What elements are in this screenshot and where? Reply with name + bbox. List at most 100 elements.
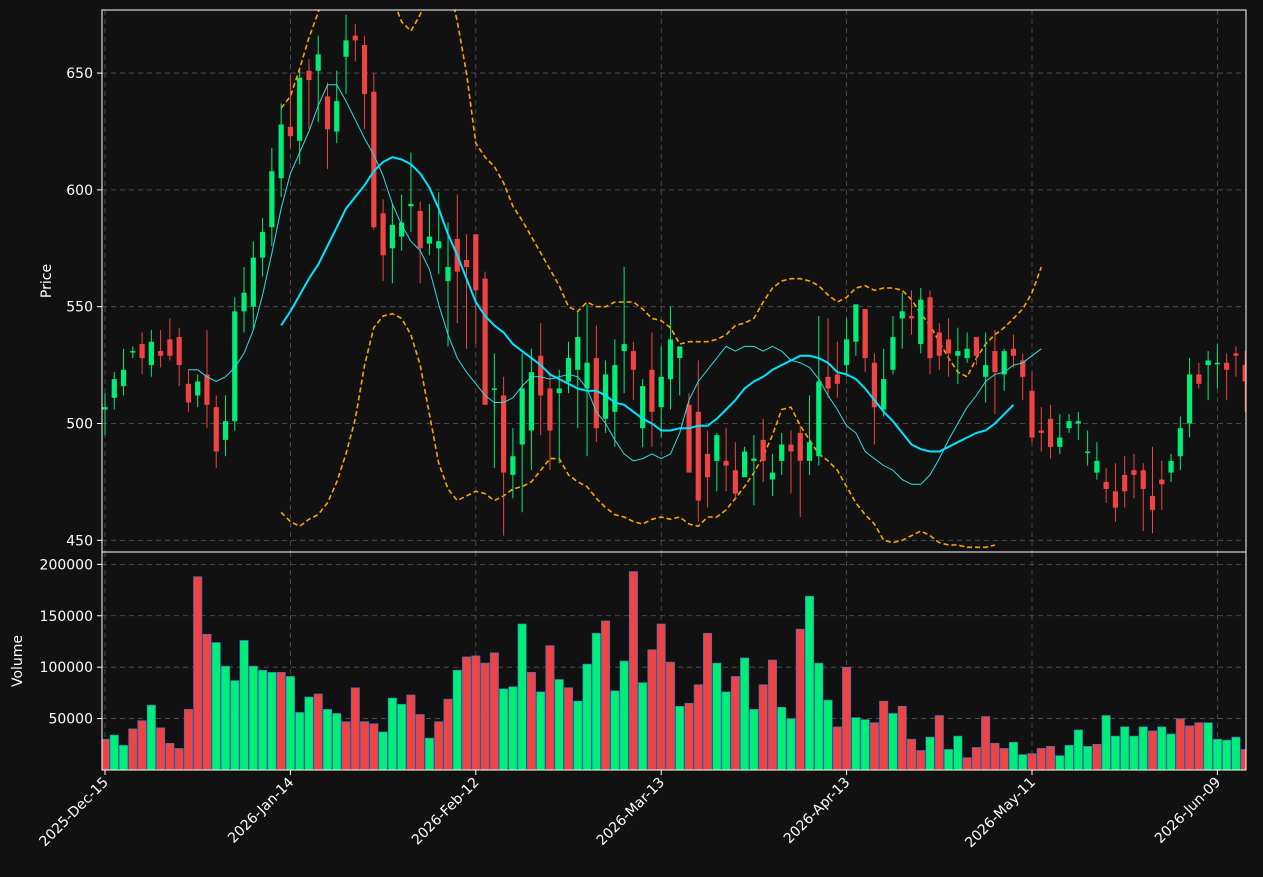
candle-body [769, 472, 776, 480]
volume-axis-label: Volume [10, 635, 26, 687]
candle-body [612, 365, 618, 412]
volume-bar [183, 709, 193, 770]
candle-body [936, 332, 942, 356]
volume-bar [860, 719, 870, 770]
volume-bar [1055, 755, 1065, 770]
candle-body [760, 439, 766, 461]
candle-body [519, 388, 525, 445]
volume-bar [137, 720, 147, 770]
volume-bar [981, 716, 991, 770]
candle-body [278, 124, 284, 179]
candle-body [232, 311, 238, 422]
candle-body [1149, 495, 1156, 510]
volume-bar [443, 698, 453, 770]
candle-body [621, 344, 627, 352]
volume-bar [1046, 746, 1056, 770]
volume-bar [647, 649, 657, 770]
candle-body [1020, 360, 1026, 377]
volume-bar [174, 748, 184, 770]
candle-body [380, 213, 386, 256]
candle-body [806, 442, 813, 461]
candle-body [853, 304, 859, 342]
price-series [102, 10, 1246, 549]
candle-body [983, 365, 989, 377]
volume-bar [786, 718, 796, 770]
candle-body [1057, 437, 1063, 447]
candle-body [816, 381, 822, 457]
candle-body [593, 358, 599, 429]
volume-bar [1138, 726, 1148, 770]
candle-body [1001, 351, 1007, 375]
candle-body [1029, 390, 1035, 438]
volume-bar [499, 688, 509, 770]
volume-bar [638, 682, 648, 770]
volume-bars [102, 571, 1246, 770]
volume-bar [313, 693, 323, 770]
volume-bar [471, 655, 481, 770]
volume-bar [721, 691, 731, 770]
volume-ytick-label: 100000 [40, 660, 93, 676]
candle-body [445, 266, 451, 281]
moving-average-short [188, 84, 1042, 485]
volume-bar [554, 679, 564, 770]
candle-body [973, 337, 979, 356]
volume-bar [211, 642, 221, 770]
candle-body [167, 339, 173, 356]
volume-bar [109, 734, 119, 770]
candle-body [1010, 348, 1017, 356]
candle-body [565, 358, 572, 382]
volume-bar [1166, 733, 1176, 770]
candle-body [927, 297, 933, 359]
volume-bar [1222, 739, 1232, 770]
candle-body [1140, 470, 1146, 489]
volume-bar [971, 747, 981, 770]
volume-ytick-label: 50000 [48, 712, 93, 728]
volume-bar [350, 687, 360, 770]
candle-body [158, 351, 164, 356]
candle-body [704, 453, 711, 478]
candle-body [176, 337, 182, 366]
candle-body [463, 259, 470, 267]
candle-body [399, 222, 405, 237]
candle-body [677, 346, 683, 359]
volume-bar [1073, 729, 1083, 770]
candle-body [185, 383, 192, 403]
candle-body [723, 460, 729, 466]
volume-bar [749, 709, 759, 770]
candle-body [908, 316, 915, 319]
candle-body [1103, 481, 1109, 489]
candle-body [1224, 362, 1230, 370]
volume-bar [740, 657, 750, 770]
candle-body [797, 432, 803, 461]
candle-body [862, 309, 868, 359]
price-ytick-label: 450 [66, 533, 93, 549]
volume-bar [1018, 754, 1028, 770]
volume-bar [128, 728, 138, 770]
candle-body [1094, 460, 1100, 473]
volume-bar [563, 687, 573, 770]
candle-body [1196, 374, 1202, 384]
volume-bar [452, 669, 462, 770]
volume-bar [322, 709, 332, 770]
candle-body [130, 351, 136, 353]
volume-bar [165, 742, 175, 770]
volume-bar [934, 715, 944, 770]
candle-body [361, 45, 368, 95]
volume-bar [888, 713, 898, 770]
volume-bar [1203, 722, 1213, 770]
candle-body [686, 404, 692, 473]
volume-bar [341, 721, 351, 770]
volume-bar [665, 661, 675, 770]
candle-body [1233, 353, 1239, 356]
candle-body [343, 40, 349, 57]
candle-body [834, 374, 840, 384]
candle-body [195, 381, 201, 396]
volume-bar [591, 632, 601, 770]
volume-bar [916, 750, 926, 770]
candle-body [501, 395, 507, 473]
candle-body [352, 35, 358, 41]
candle-body [1186, 374, 1193, 424]
volume-bar [1129, 735, 1139, 770]
volume-bar [1027, 753, 1037, 770]
volume-bar [1083, 746, 1093, 770]
